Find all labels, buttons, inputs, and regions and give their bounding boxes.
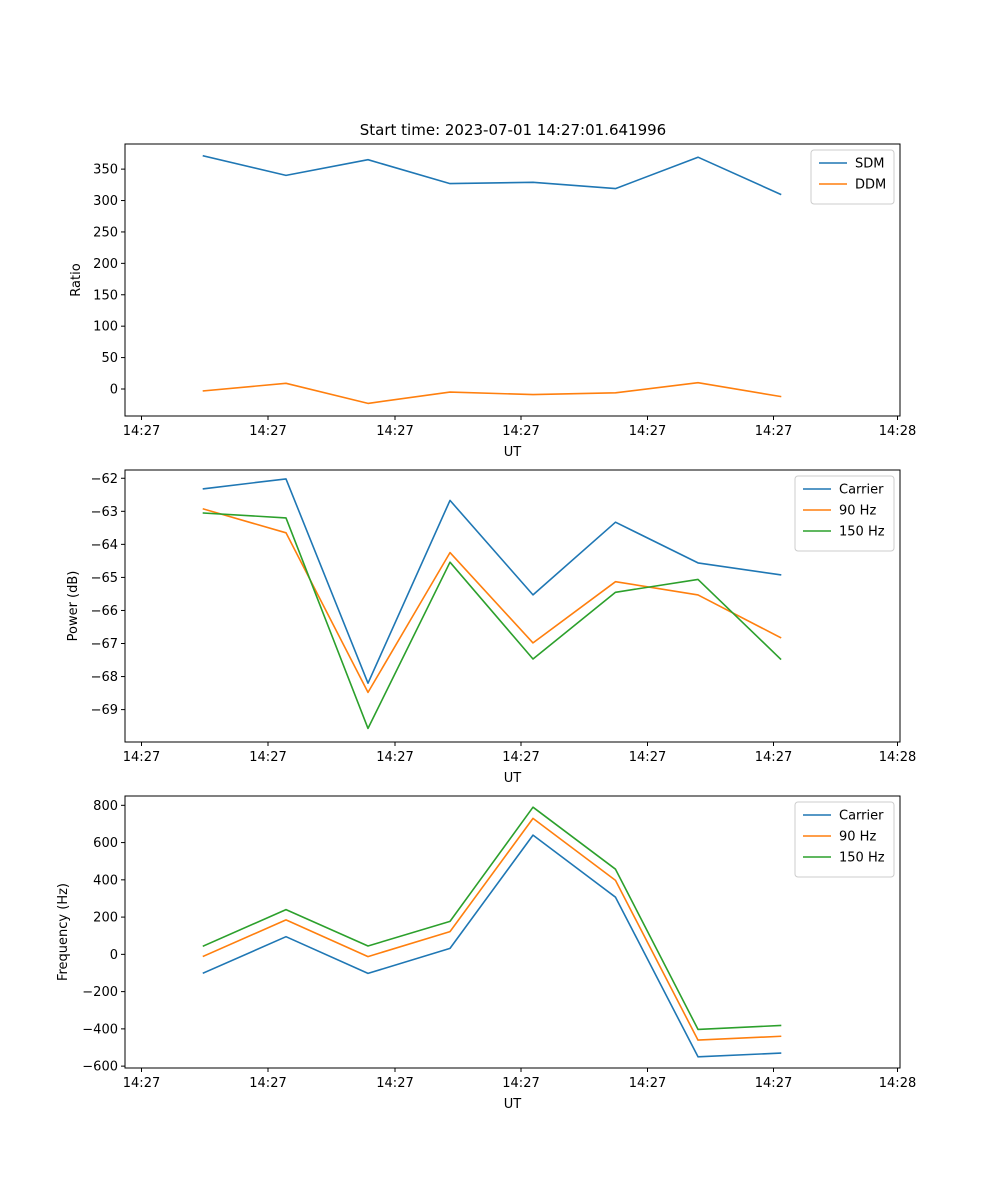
- series-line-150-hz: [202, 806, 782, 1031]
- x-axis-label: UT: [504, 771, 522, 786]
- x-tick-label: 14:27: [376, 750, 413, 765]
- y-tick-label: 200: [93, 257, 118, 272]
- y-tick-label: −62: [91, 472, 118, 487]
- y-tick-label: −400: [82, 1022, 118, 1037]
- legend: SDM DDM: [810, 149, 895, 205]
- series-line-carrier: [202, 834, 782, 1058]
- x-tick-label: 14:27: [755, 750, 792, 765]
- series-line-90-hz: [202, 508, 782, 694]
- plot-frame: [124, 795, 901, 1069]
- plot-frame: [124, 143, 901, 417]
- legend-label: Carrier: [839, 483, 884, 498]
- y-tick-label: 800: [93, 799, 118, 814]
- series-line-sdm: [202, 154, 782, 196]
- series-line-carrier: [202, 478, 782, 685]
- panel-3: 14:27 14:27 14:27 14:27 14:27 14:27 14:28 −600 −…: [56, 795, 916, 1112]
- y-axis-label: Power (dB): [66, 571, 81, 642]
- legend: Carrier 90 Hz 150 Hz: [794, 475, 895, 552]
- y-tick-label: 300: [93, 194, 118, 209]
- x-tick-label: 14:28: [879, 750, 916, 765]
- y-tick-label: −65: [91, 571, 118, 586]
- x-tick-label: 14:27: [755, 424, 792, 439]
- y-tick-label: 200: [93, 911, 118, 926]
- x-tick-label: 14:27: [123, 1076, 160, 1091]
- y-tick-label: 400: [93, 873, 118, 888]
- x-tick-label: 14:27: [755, 1076, 792, 1091]
- x-axis-label: UT: [504, 445, 522, 460]
- x-tick-label: 14:27: [502, 750, 539, 765]
- y-tick-label: 350: [93, 163, 118, 178]
- y-tick-label: 0: [110, 948, 118, 963]
- legend: Carrier 90 Hz 150 Hz: [794, 801, 895, 878]
- legend-label: DDM: [855, 178, 886, 193]
- series-line-ddm: [202, 381, 782, 405]
- y-tick-label: −67: [91, 637, 118, 652]
- x-tick-label: 14:28: [879, 1076, 916, 1091]
- x-tick-label: 14:27: [249, 750, 286, 765]
- x-tick-label: 14:27: [502, 424, 539, 439]
- x-tick-label: 14:27: [123, 750, 160, 765]
- y-tick-label: −63: [91, 505, 118, 520]
- y-axis-label: Ratio: [69, 263, 84, 296]
- x-tick-label: 14:27: [629, 750, 666, 765]
- y-tick-label: 600: [93, 836, 118, 851]
- y-tick-label: −68: [91, 670, 118, 685]
- y-tick-label: 50: [101, 351, 118, 366]
- y-tick-label: 100: [93, 320, 118, 335]
- legend-box: [794, 801, 895, 878]
- legend-label: 90 Hz: [839, 504, 876, 519]
- legend-label: 150 Hz: [839, 851, 885, 866]
- x-tick-label: 14:27: [249, 1076, 286, 1091]
- legend-label: 90 Hz: [839, 830, 876, 845]
- x-tick-label: 14:27: [629, 1076, 666, 1091]
- series-line-90-hz: [202, 817, 782, 1041]
- x-tick-label: 14:27: [249, 424, 286, 439]
- legend-label: Carrier: [839, 809, 884, 824]
- x-tick-label: 14:27: [376, 1076, 413, 1091]
- y-tick-label: 150: [93, 288, 118, 303]
- legend-box: [794, 475, 895, 552]
- x-axis-label: UT: [504, 1097, 522, 1112]
- x-tick-label: 14:27: [376, 424, 413, 439]
- legend-label: SDM: [855, 157, 884, 172]
- y-tick-label: −600: [82, 1060, 118, 1075]
- panels: 14:27 14:27 14:27 14:27 14:27 14:27 14:28 0 50 10…: [56, 143, 916, 1112]
- y-tick-label: 250: [93, 225, 118, 240]
- legend-label: 150 Hz: [839, 525, 885, 540]
- series-line-150-hz: [202, 512, 782, 730]
- x-tick-label: 14:27: [123, 424, 160, 439]
- panel-2: 14:27 14:27 14:27 14:27 14:27 14:27 14:28 −69 −6…: [66, 469, 916, 786]
- y-axis-label: Frequency (Hz): [56, 883, 71, 981]
- plot-frame: [124, 469, 901, 743]
- y-tick-label: −200: [82, 985, 118, 1000]
- y-tick-label: 0: [110, 382, 118, 397]
- x-tick-label: 14:27: [629, 424, 666, 439]
- y-tick-label: −66: [91, 604, 118, 619]
- x-tick-label: 14:28: [879, 424, 916, 439]
- x-tick-label: 14:27: [502, 1076, 539, 1091]
- panel-1: 14:27 14:27 14:27 14:27 14:27 14:27 14:28 0 50 10…: [69, 143, 916, 460]
- figure-title: Start time: 2023-07-01 14:27:01.641996: [360, 121, 666, 139]
- y-tick-label: −64: [91, 538, 118, 553]
- y-tick-label: −69: [91, 703, 118, 718]
